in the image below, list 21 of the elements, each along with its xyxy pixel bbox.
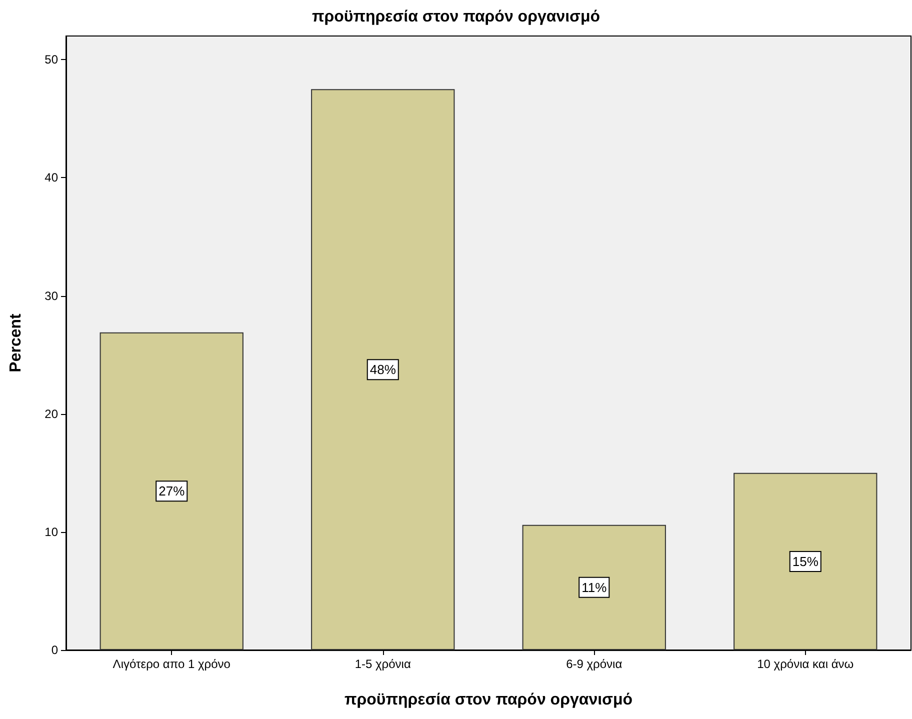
data-label: 15% bbox=[792, 554, 819, 569]
x-axis-title: προϋπηρεσία στον παρόν οργανισμό bbox=[344, 692, 633, 708]
y-tick-label: 20 bbox=[44, 406, 58, 421]
data-label: 48% bbox=[370, 362, 396, 378]
x-tick-label: Λιγότερο απο 1 χρόνο bbox=[112, 657, 231, 671]
y-tick-label: 50 bbox=[44, 52, 58, 67]
x-tick-label: 10 χρόνια και άνω bbox=[757, 657, 854, 671]
y-tick-label: 10 bbox=[44, 524, 58, 539]
bar bbox=[522, 524, 666, 650]
x-tick-label: 6-9 χρόνια bbox=[566, 657, 622, 671]
data-label: 11% bbox=[582, 580, 608, 595]
bar bbox=[100, 332, 244, 650]
y-axis-title: Percent bbox=[8, 312, 24, 372]
y-tick-label: 40 bbox=[44, 170, 58, 185]
data-label: 27% bbox=[158, 484, 186, 499]
chart-title: προϋπηρεσία στον παρόν οργανισμό bbox=[312, 8, 600, 26]
bar bbox=[734, 472, 878, 650]
bar bbox=[311, 89, 455, 650]
y-tick-label: 30 bbox=[44, 288, 58, 303]
x-tick-label: 1-5 χρόνια bbox=[354, 657, 411, 671]
y-tick-label: 0 bbox=[51, 643, 58, 657]
